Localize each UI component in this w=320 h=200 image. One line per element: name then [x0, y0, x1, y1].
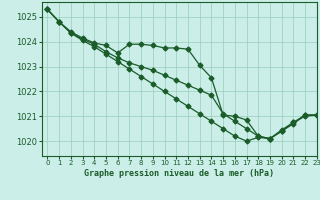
X-axis label: Graphe pression niveau de la mer (hPa): Graphe pression niveau de la mer (hPa): [84, 169, 274, 178]
